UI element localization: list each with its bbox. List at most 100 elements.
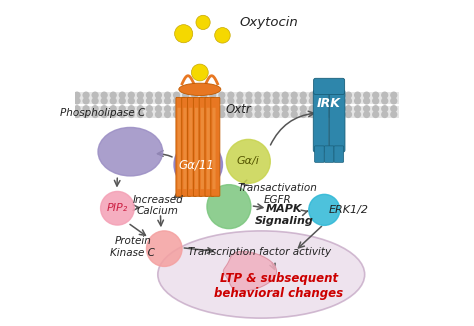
Circle shape — [219, 98, 225, 104]
Circle shape — [273, 111, 279, 117]
Circle shape — [201, 98, 207, 104]
Circle shape — [119, 92, 125, 98]
Circle shape — [110, 98, 116, 104]
Circle shape — [328, 106, 333, 111]
Circle shape — [328, 92, 333, 98]
Circle shape — [110, 92, 116, 98]
FancyBboxPatch shape — [334, 146, 344, 162]
Circle shape — [328, 98, 333, 104]
Text: Oxtr: Oxtr — [226, 103, 252, 116]
Circle shape — [255, 92, 261, 98]
Circle shape — [246, 106, 252, 111]
Circle shape — [237, 92, 243, 98]
FancyBboxPatch shape — [324, 146, 334, 162]
Circle shape — [215, 28, 230, 43]
Circle shape — [219, 92, 225, 98]
Circle shape — [173, 92, 180, 98]
Circle shape — [92, 92, 98, 98]
Circle shape — [364, 92, 370, 98]
Circle shape — [310, 92, 315, 98]
Circle shape — [391, 106, 397, 111]
Ellipse shape — [179, 83, 221, 96]
Text: ERK1/2: ERK1/2 — [328, 205, 368, 215]
Text: Gα/i: Gα/i — [237, 156, 260, 166]
Circle shape — [346, 111, 351, 117]
Circle shape — [101, 106, 107, 111]
Text: Transcription factor activity: Transcription factor activity — [188, 247, 331, 257]
Circle shape — [173, 111, 180, 117]
FancyBboxPatch shape — [313, 90, 329, 152]
Circle shape — [282, 106, 288, 111]
Circle shape — [382, 111, 388, 117]
Circle shape — [192, 111, 198, 117]
FancyBboxPatch shape — [314, 78, 345, 95]
Circle shape — [319, 106, 324, 111]
Circle shape — [301, 92, 306, 98]
Circle shape — [337, 106, 342, 111]
Circle shape — [146, 92, 152, 98]
Circle shape — [237, 98, 243, 104]
FancyBboxPatch shape — [315, 146, 324, 162]
FancyBboxPatch shape — [183, 108, 186, 189]
Circle shape — [174, 25, 193, 43]
Circle shape — [228, 106, 234, 111]
Circle shape — [310, 98, 315, 104]
Text: Increased
Calcium: Increased Calcium — [132, 195, 183, 216]
Circle shape — [226, 140, 270, 183]
Circle shape — [382, 92, 388, 98]
Circle shape — [110, 111, 116, 117]
Circle shape — [146, 106, 152, 111]
FancyBboxPatch shape — [195, 108, 198, 189]
Circle shape — [83, 98, 89, 104]
Circle shape — [382, 98, 388, 104]
Circle shape — [201, 111, 207, 117]
Circle shape — [92, 111, 98, 117]
Circle shape — [182, 98, 189, 104]
Circle shape — [319, 98, 324, 104]
Circle shape — [301, 106, 306, 111]
Circle shape — [146, 231, 182, 266]
Circle shape — [273, 98, 279, 104]
Circle shape — [196, 15, 210, 30]
Circle shape — [119, 98, 125, 104]
Circle shape — [110, 106, 116, 111]
FancyBboxPatch shape — [199, 97, 208, 196]
Circle shape — [207, 185, 251, 229]
Circle shape — [210, 111, 216, 117]
Circle shape — [373, 98, 379, 104]
Circle shape — [219, 111, 225, 117]
Circle shape — [137, 111, 143, 117]
Circle shape — [155, 111, 161, 117]
Circle shape — [328, 111, 333, 117]
Circle shape — [346, 92, 351, 98]
FancyBboxPatch shape — [176, 97, 185, 196]
Circle shape — [264, 106, 270, 111]
FancyBboxPatch shape — [193, 97, 202, 196]
Circle shape — [137, 106, 143, 111]
Circle shape — [337, 98, 342, 104]
Circle shape — [128, 98, 134, 104]
Circle shape — [182, 92, 189, 98]
Circle shape — [282, 111, 288, 117]
Text: Transactivation
EGFR: Transactivation EGFR — [237, 183, 317, 204]
Circle shape — [92, 98, 98, 104]
Text: Oxytocin: Oxytocin — [240, 16, 299, 29]
Circle shape — [319, 111, 324, 117]
Circle shape — [74, 98, 80, 104]
Circle shape — [201, 106, 207, 111]
Circle shape — [237, 111, 243, 117]
Circle shape — [373, 92, 379, 98]
Ellipse shape — [158, 231, 365, 318]
Circle shape — [228, 111, 234, 117]
Circle shape — [74, 106, 80, 111]
FancyBboxPatch shape — [182, 97, 191, 196]
Circle shape — [282, 98, 288, 104]
FancyBboxPatch shape — [188, 97, 197, 196]
Circle shape — [292, 92, 297, 98]
Circle shape — [255, 106, 261, 111]
Circle shape — [355, 106, 360, 111]
Circle shape — [92, 106, 98, 111]
Circle shape — [83, 106, 89, 111]
Circle shape — [355, 111, 360, 117]
Circle shape — [155, 98, 161, 104]
